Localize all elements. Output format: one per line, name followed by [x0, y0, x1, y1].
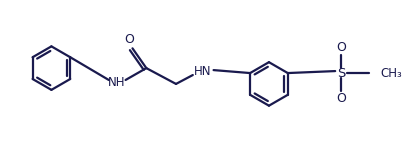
- Text: S: S: [336, 67, 345, 80]
- Text: HN: HN: [194, 65, 211, 78]
- Text: O: O: [335, 92, 345, 105]
- Text: O: O: [335, 41, 345, 54]
- Text: CH₃: CH₃: [380, 67, 401, 80]
- Text: NH: NH: [108, 76, 125, 89]
- Text: O: O: [124, 33, 134, 46]
